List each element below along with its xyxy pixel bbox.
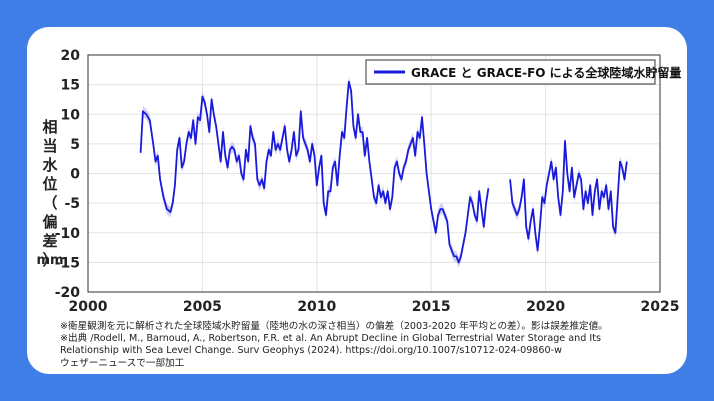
y-axis-label-char: （	[42, 194, 57, 212]
legend-box	[365, 59, 656, 85]
y-tick-label: 20	[61, 48, 81, 64]
x-tick-label: 2015	[412, 299, 451, 315]
series-line	[509, 140, 628, 252]
x-tick-label: 2005	[183, 299, 222, 315]
x-tick-label: 2010	[297, 299, 336, 315]
y-axis-label-char: 差	[42, 232, 57, 250]
footnotes: ※衛星観測を元に解析された全球陸域水貯留量（陸地の水の深さ相当）の偏差（2003…	[60, 321, 690, 370]
y-tick-label: -15	[55, 255, 80, 271]
y-axis-label-char: ）	[42, 251, 57, 269]
y-axis-label-char: 当	[42, 137, 57, 155]
y-axis-label-char: 水	[42, 156, 58, 174]
y-axis-label-char: 位	[42, 175, 57, 193]
y-axis-label: 相当水位（偏差）	[42, 118, 58, 269]
footnote-line: ウェザーニュースで一部加工	[60, 357, 185, 369]
y-tick-label: -20	[55, 285, 81, 301]
y-tick-label: 5	[70, 137, 80, 153]
series-line	[139, 80, 490, 264]
y-axis-unit: mm	[36, 253, 63, 268]
x-tick-label: 2025	[641, 299, 680, 315]
y-tick-label: 10	[61, 107, 81, 123]
x-tick-label: 2020	[526, 299, 565, 315]
footnote-line: ※出典 /Rodell, M., Barnoud, A., Robertson,…	[60, 333, 601, 345]
y-tick-label: -5	[64, 196, 80, 212]
y-axis-label-char: 相	[42, 118, 57, 136]
x-tick-label: 2000	[69, 299, 108, 315]
footnote-line: ※衛星観測を元に解析された全球陸域水貯留量（陸地の水の深さ相当）の偏差（2003…	[60, 321, 608, 332]
y-tick-label: 15	[61, 78, 80, 94]
plot-frame	[87, 54, 661, 293]
y-tick-label: -10	[55, 226, 81, 242]
y-axis-label-char: 偏	[42, 213, 57, 231]
y-tick-label: 0	[70, 167, 80, 183]
footnote-line: Relationship with Sea Level Change. Surv…	[60, 345, 562, 357]
legend-label: GRACE と GRACE-FO による全球陸域水貯留量	[411, 65, 681, 80]
